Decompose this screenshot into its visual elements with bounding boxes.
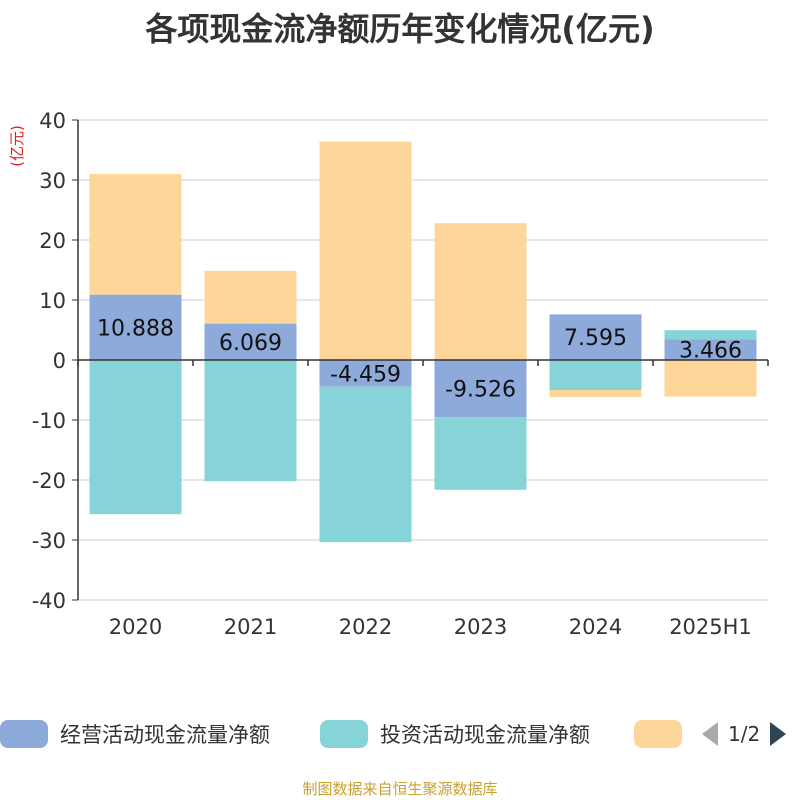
legend-page-indicator: 1/2: [728, 722, 761, 746]
x-tick-label: 2023: [454, 615, 507, 639]
y-tick-label: -30: [32, 529, 66, 553]
bar-series2-2021: [204, 270, 297, 324]
legend-item-financing[interactable]: [634, 716, 682, 752]
bar-series2-2022: [319, 141, 412, 360]
data-label-2025H1: 3.466: [679, 339, 742, 364]
x-tick-label: 2024: [569, 615, 622, 639]
data-label-2021: 6.069: [219, 331, 282, 356]
x-tick-label: 2025H1: [669, 615, 752, 639]
prev-page-icon[interactable]: [700, 720, 720, 748]
y-tick-label: 20: [39, 229, 66, 253]
bar-series1-2021: [204, 360, 297, 482]
bar-series2-2024: [549, 390, 642, 398]
legend-swatch-operating: [0, 720, 48, 748]
bar-series0-2025H1: [664, 339, 757, 360]
legend-swatch-financing: [634, 720, 682, 748]
y-tick-label: -10: [32, 409, 66, 433]
bar-series2-2023: [434, 223, 527, 360]
legend-item-operating[interactable]: 经营活动现金流量净额: [0, 716, 270, 752]
y-tick-label: 0: [53, 349, 66, 373]
bar-series1-2025H1: [664, 330, 757, 340]
legend-item-investing[interactable]: 投资活动现金流量净额: [320, 716, 590, 752]
bar-series0-2022: [319, 360, 412, 387]
next-page-icon[interactable]: [768, 720, 788, 748]
data-label-2023: -9.526: [445, 378, 516, 403]
y-tick-label: 30: [39, 169, 66, 193]
bar-series1-2023: [434, 417, 527, 490]
x-tick-label: 2021: [224, 615, 277, 639]
y-axis-label: (亿元): [8, 125, 26, 167]
bar-series1-2024: [549, 360, 642, 390]
data-label-2024: 7.595: [564, 326, 627, 351]
bar-series2-2025H1: [664, 360, 757, 397]
legend: 经营活动现金流量净额 投资活动现金流量净额 1/2: [0, 716, 800, 756]
legend-label-investing: 投资活动现金流量净额: [380, 723, 590, 747]
bar-series1-2022: [319, 386, 412, 543]
legend-label-operating: 经营活动现金流量净额: [60, 723, 270, 747]
bar-series0-2021: [204, 323, 297, 360]
cash-flow-chart: 40 30 20 10 0 -10 -20 -30 -40 (亿元) 10.888 6.069 -4.4…: [8, 109, 769, 639]
bar-series2-2020: [89, 174, 182, 295]
data-label-2022: -4.459: [330, 362, 401, 387]
data-source-note: 制图数据来自恒生聚源数据库: [302, 780, 498, 798]
bar-series1-2020: [89, 360, 182, 515]
bar-series0-2024: [549, 314, 642, 360]
x-tick-label: 2022: [339, 615, 392, 639]
data-label-2020: 10.888: [97, 316, 174, 341]
chart-title: 各项现金流净额历年变化情况(亿元): [145, 10, 655, 48]
y-tick-label: 40: [39, 109, 66, 133]
bar-series0-2020: [89, 294, 182, 360]
bar-series0-2023: [434, 360, 527, 418]
y-tick-label: -20: [32, 469, 66, 493]
y-tick-label: 10: [39, 289, 66, 313]
y-tick-label: -40: [32, 589, 66, 613]
legend-swatch-investing: [320, 720, 368, 748]
legend-pager: 1/2: [700, 716, 788, 752]
x-tick-label: 2020: [109, 615, 162, 639]
